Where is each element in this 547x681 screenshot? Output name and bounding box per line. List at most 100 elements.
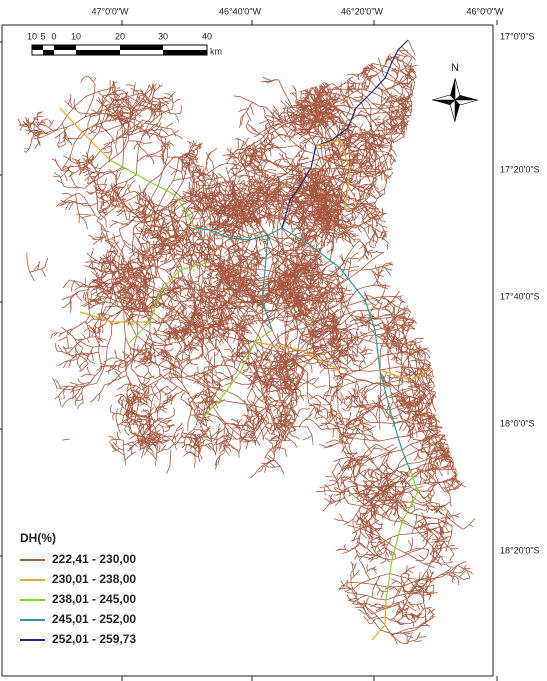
river-segment bbox=[347, 231, 351, 238]
river-segment bbox=[285, 155, 293, 160]
river-segment bbox=[351, 224, 362, 229]
river-segment bbox=[208, 233, 216, 242]
river-segment bbox=[326, 237, 331, 247]
river-segment bbox=[243, 218, 253, 223]
river-segment bbox=[259, 287, 274, 289]
river-segment bbox=[291, 92, 297, 98]
river-segment bbox=[361, 164, 372, 168]
river-segment bbox=[354, 180, 361, 190]
river-segment bbox=[270, 132, 274, 140]
river-segment bbox=[204, 254, 208, 264]
river-segment bbox=[239, 274, 246, 280]
river-segment bbox=[248, 141, 255, 151]
river-segment bbox=[306, 122, 308, 130]
river-segment bbox=[224, 225, 231, 227]
river-segment bbox=[215, 300, 219, 309]
river-segment bbox=[271, 111, 275, 126]
river-segment bbox=[261, 169, 266, 180]
river-segment bbox=[317, 262, 322, 272]
river-segment bbox=[269, 148, 272, 156]
river-segment bbox=[349, 265, 360, 269]
river-segment bbox=[267, 187, 270, 198]
river-segment bbox=[390, 136, 395, 144]
river-segment bbox=[274, 266, 297, 281]
river-segment bbox=[397, 98, 404, 100]
river-segment bbox=[222, 152, 239, 156]
river-segment bbox=[247, 207, 251, 214]
river-segment bbox=[227, 163, 239, 175]
river-segment bbox=[271, 108, 278, 116]
river-segment bbox=[309, 174, 314, 193]
river-segment bbox=[262, 76, 272, 82]
river-segment bbox=[175, 249, 177, 257]
river-segment bbox=[265, 204, 268, 213]
river-segment bbox=[286, 242, 294, 246]
river-segment bbox=[311, 172, 315, 181]
river-segment bbox=[343, 162, 356, 168]
river-segment bbox=[408, 78, 415, 84]
river-segment bbox=[347, 103, 353, 110]
river-segment bbox=[226, 295, 231, 303]
river-segment bbox=[400, 54, 408, 63]
river-segment bbox=[243, 290, 247, 297]
river-segment bbox=[213, 270, 219, 272]
river-segment bbox=[364, 254, 368, 260]
river-segment bbox=[264, 170, 266, 180]
river-segment bbox=[295, 191, 312, 199]
river-segment bbox=[217, 257, 221, 268]
river-segment bbox=[319, 215, 324, 253]
river-segment bbox=[238, 260, 245, 266]
river-segment bbox=[329, 116, 338, 119]
river-segment bbox=[362, 73, 366, 79]
river-segment bbox=[364, 183, 377, 199]
river-segment bbox=[383, 115, 410, 138]
river-segment bbox=[355, 212, 360, 219]
river-segment bbox=[277, 289, 292, 291]
river-segment bbox=[201, 250, 207, 255]
river-segment bbox=[211, 244, 215, 250]
river-segment bbox=[201, 205, 211, 218]
river-segment bbox=[313, 296, 322, 301]
river-segment bbox=[391, 101, 395, 112]
river-segment bbox=[359, 166, 370, 169]
river-segment bbox=[398, 105, 406, 117]
river-segment bbox=[295, 250, 303, 266]
river-segment bbox=[285, 113, 297, 119]
river-segment bbox=[246, 174, 255, 178]
river-segment bbox=[237, 228, 242, 239]
river-segment bbox=[268, 208, 277, 210]
river-segment bbox=[366, 66, 377, 73]
river-segment bbox=[348, 269, 359, 273]
river-segment bbox=[246, 111, 252, 122]
river-segment bbox=[400, 122, 405, 125]
river-segment bbox=[317, 296, 326, 299]
river-segment bbox=[315, 303, 322, 320]
river-segment bbox=[353, 238, 361, 241]
river-segment bbox=[313, 219, 316, 229]
river-segment bbox=[268, 143, 273, 150]
river-segment bbox=[248, 200, 255, 219]
river-segment bbox=[396, 56, 401, 62]
river-segment bbox=[330, 234, 336, 238]
river-segment bbox=[245, 126, 258, 135]
river-segment bbox=[297, 149, 307, 162]
river-segment bbox=[231, 152, 251, 181]
river-segment bbox=[337, 127, 350, 136]
river-segment bbox=[278, 111, 285, 118]
river-segment bbox=[357, 74, 360, 81]
river-segment bbox=[197, 366, 199, 373]
river-segment bbox=[356, 196, 370, 209]
river-segment bbox=[304, 224, 310, 228]
river-segment bbox=[298, 162, 307, 165]
river-segment bbox=[284, 160, 298, 167]
river-segment bbox=[252, 195, 270, 214]
river-segment bbox=[234, 174, 248, 177]
river-segment bbox=[348, 78, 357, 84]
river-segment bbox=[208, 237, 221, 250]
river-segment bbox=[355, 106, 398, 110]
river-segment bbox=[300, 254, 306, 263]
river-segment bbox=[315, 268, 321, 276]
river-segment bbox=[232, 254, 240, 258]
river-segment bbox=[242, 278, 253, 281]
